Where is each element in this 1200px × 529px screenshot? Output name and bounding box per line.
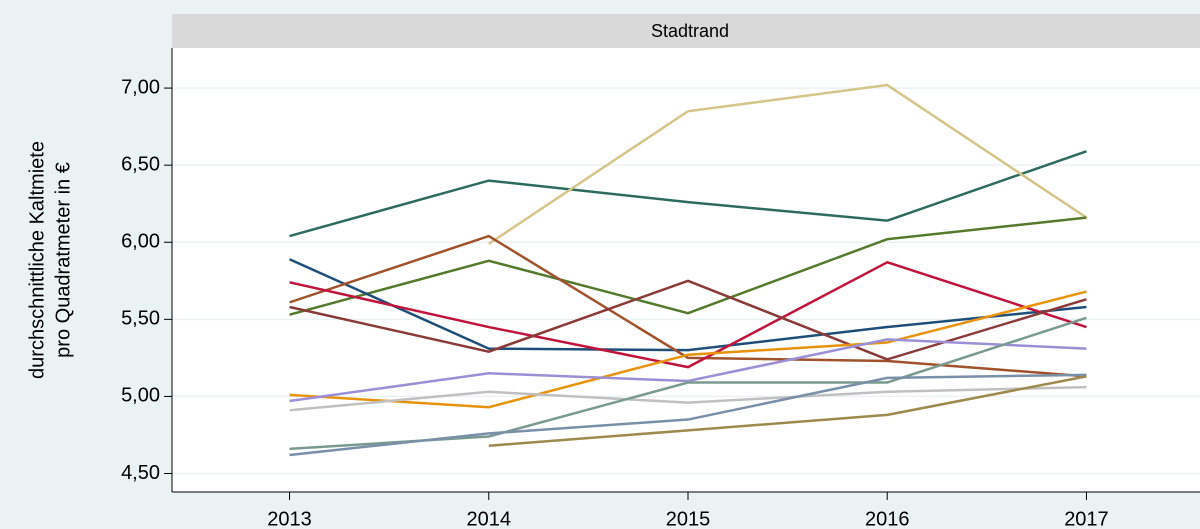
y-tick-label: 4,50: [121, 462, 160, 484]
y-axis-label: pro Quadratmeter in €: [52, 162, 74, 358]
series-line: [289, 385, 1087, 412]
x-tick-label: 2017: [1064, 508, 1109, 529]
series-line: [488, 83, 1088, 245]
series-line: [289, 216, 1087, 316]
y-tick-label: 6,00: [121, 231, 160, 253]
series-line: [488, 375, 1087, 447]
plot-area: [172, 48, 1200, 492]
x-tick-label: 2015: [666, 508, 711, 529]
y-tick-label: 5,50: [121, 308, 160, 330]
series-line: [289, 260, 1087, 369]
series-line: [289, 234, 1087, 378]
series-line: [289, 290, 1087, 409]
x-tick-label: 2016: [865, 508, 910, 529]
x-tick-label: 2014: [467, 508, 512, 529]
panel-header: [172, 14, 1200, 48]
y-axis-label: durchschnittliche Kaltmiete: [26, 141, 48, 379]
y-tick-label: 6,50: [121, 153, 160, 175]
series-line: [289, 279, 1087, 361]
series-line: [289, 150, 1087, 238]
y-tick-label: 7,00: [121, 76, 160, 98]
x-tick-label: 2013: [267, 508, 312, 529]
series-line: [289, 338, 1087, 403]
series-line: [289, 373, 1087, 457]
series-line: [289, 258, 1087, 352]
panel-title: Stadtrand: [651, 21, 729, 41]
y-tick-label: 5,00: [121, 385, 160, 407]
